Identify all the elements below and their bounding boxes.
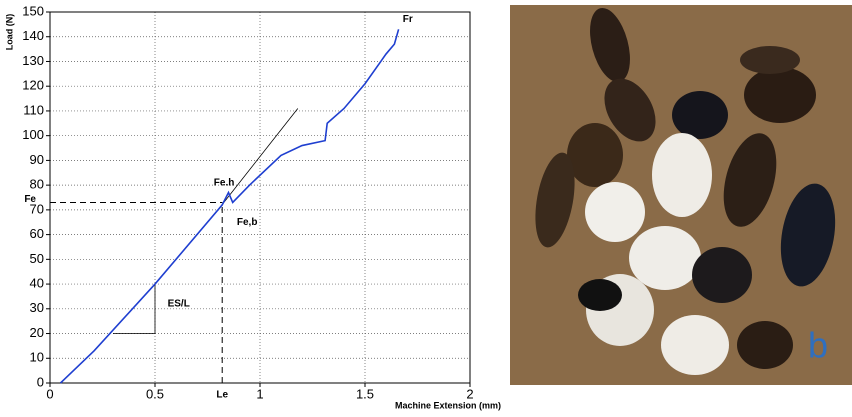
seed-shell — [723, 133, 777, 227]
seed-kernel — [661, 315, 729, 375]
plot-frame — [49, 11, 471, 384]
seed-shell — [578, 279, 622, 311]
y-tick-label: 0 — [37, 374, 44, 389]
y-tick-label: 110 — [23, 102, 44, 117]
annotation: ES/L — [168, 298, 190, 309]
seed-shell — [780, 183, 836, 287]
seed-shell — [535, 152, 575, 248]
reference-label: Fe — [24, 194, 36, 205]
seed-photo: b — [510, 5, 852, 385]
seed-shell — [672, 91, 728, 139]
seed-kernel — [652, 133, 712, 217]
y-tick-label: 80 — [30, 177, 44, 192]
guide-line — [113, 284, 156, 334]
x-tick-label: 2 — [466, 386, 473, 401]
y-tick-label: 150 — [22, 3, 44, 18]
y-tick-label: 50 — [30, 251, 44, 266]
x-tick-label: 0.5 — [146, 386, 164, 401]
y-tick-label: 70 — [30, 201, 44, 216]
y-tick-label: 90 — [30, 152, 44, 167]
y-tick-label: 30 — [30, 300, 44, 315]
x-tick-label: 1.5 — [356, 386, 374, 401]
y-tick-label: 120 — [22, 78, 44, 93]
seed-shell — [744, 67, 816, 123]
seed-shell — [567, 123, 623, 187]
x-tick-label: 1 — [256, 386, 263, 401]
seed-shell — [740, 46, 800, 74]
y-tick-label: 40 — [30, 276, 44, 291]
annotation: Fr — [403, 14, 413, 25]
y-axis-label: Load (N) — [4, 14, 14, 51]
seed-kernel — [629, 226, 701, 290]
x-tick-label: 0 — [46, 386, 53, 401]
panel-label: b — [808, 325, 828, 366]
seed-shell — [604, 78, 656, 142]
annotation: Fe.h — [214, 177, 235, 188]
y-tick-label: 100 — [22, 127, 44, 142]
y-tick-label: 60 — [30, 226, 44, 241]
data-line — [59, 29, 400, 384]
y-tick-label: 140 — [22, 28, 44, 43]
seed-shell — [590, 8, 630, 82]
seed-kernel — [585, 182, 645, 242]
annotation: Fe,b — [237, 217, 258, 228]
x-axis-label: Machine Extension (mm) — [395, 400, 501, 410]
y-tick-label: 10 — [30, 350, 44, 365]
guide-line — [217, 108, 299, 211]
y-tick-label: 20 — [30, 325, 44, 340]
reference-label: Le — [216, 390, 228, 401]
seed-shell — [737, 321, 793, 369]
y-tick-label: 130 — [22, 53, 44, 68]
seed-shell — [692, 247, 752, 303]
